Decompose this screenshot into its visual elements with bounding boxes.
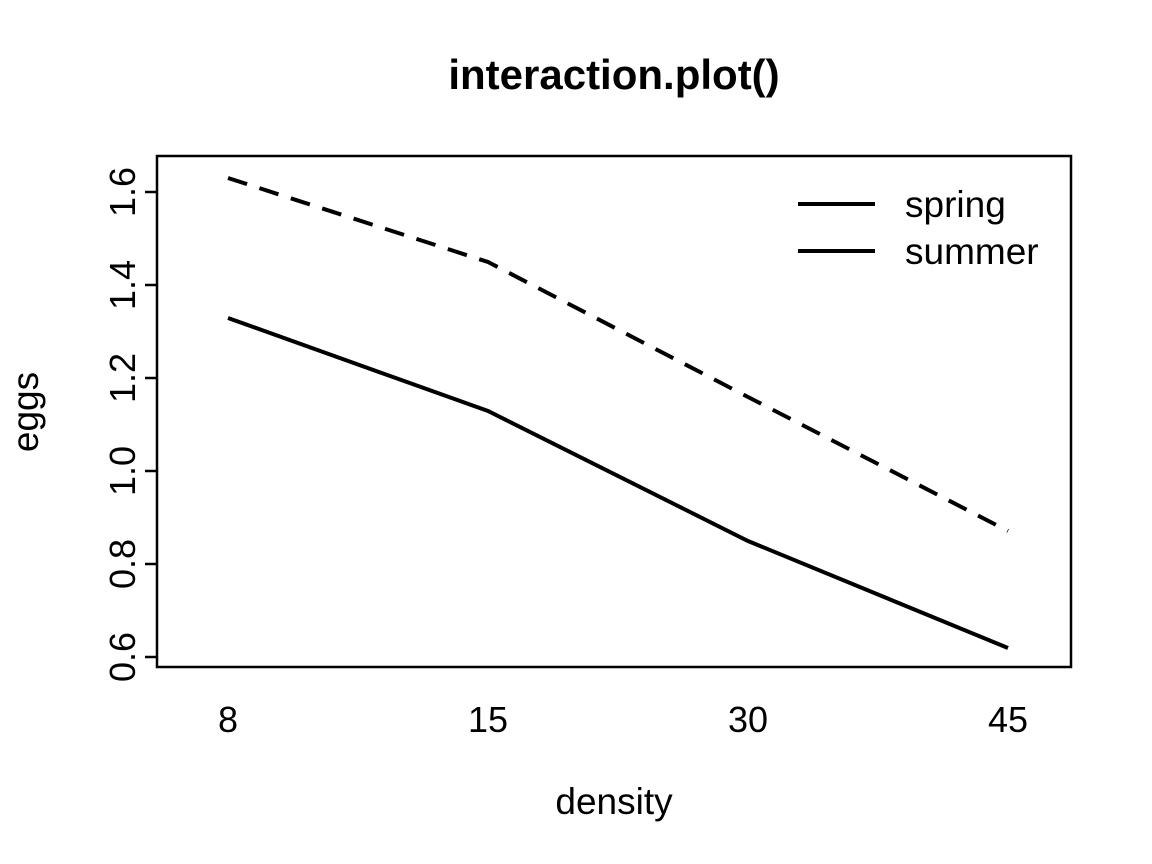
y-tick-label: 1.4 [102, 260, 143, 310]
legend-label-summer: summer [905, 231, 1039, 272]
y-tick-label: 0.6 [102, 632, 143, 682]
plot-box [155, 154, 1073, 669]
x-tick-label: 45 [988, 699, 1028, 740]
legend: spring summer [798, 184, 1039, 272]
series-line-summer [227, 316, 1009, 650]
chart-title: interaction.plot() [448, 51, 779, 98]
x-tick-label: 8 [218, 699, 238, 740]
x-axis-tick-labels: 8 15 30 45 [218, 699, 1028, 740]
series-line-spring [227, 176, 1009, 533]
y-tick-label: 1.2 [102, 353, 143, 403]
x-tick-label: 15 [468, 699, 508, 740]
x-tick-label: 30 [728, 699, 768, 740]
y-tick-label: 0.8 [102, 539, 143, 589]
y-tick-label: 1.6 [102, 167, 143, 217]
y-tick-label: 1.0 [102, 446, 143, 496]
x-axis-label: density [555, 781, 673, 822]
y-axis-ticks: 0.6 0.8 1.0 1.2 1.4 1.6 [102, 167, 157, 682]
y-axis-label: eggs [5, 372, 46, 452]
series-lines [227, 176, 1009, 650]
legend-label-spring: spring [905, 184, 1006, 225]
